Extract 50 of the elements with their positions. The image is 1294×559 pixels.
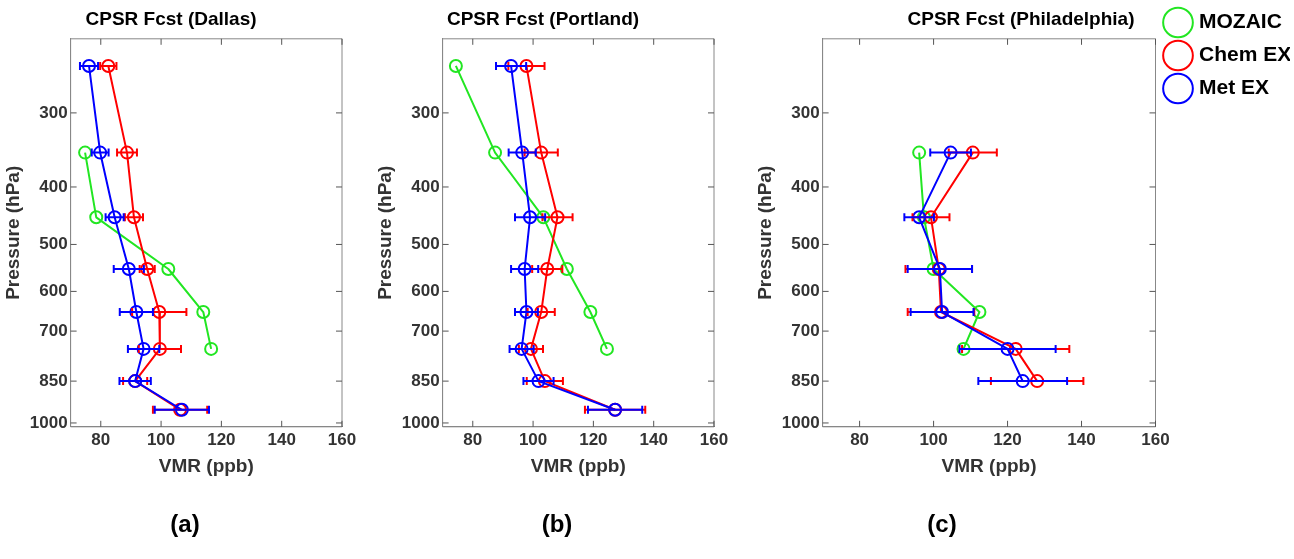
- y-tick-label: 600: [39, 281, 68, 301]
- y-tick-label: 700: [411, 320, 440, 340]
- x-axis-title: VMR (ppb): [530, 454, 626, 476]
- x-tick-label: 120: [207, 429, 236, 449]
- x-axis-title: VMR (ppb): [158, 454, 254, 476]
- y-axis-title: Pressure (hPa): [753, 165, 775, 300]
- chart-title: CPSR Fcst (Dallas): [85, 7, 257, 29]
- y-tick-label: 600: [411, 281, 440, 301]
- y-tick-label: 1000: [781, 412, 820, 432]
- y-tick-label: 400: [39, 176, 68, 196]
- text: (c): [926, 510, 958, 538]
- y-tick-label: 600: [791, 281, 820, 301]
- y-axis-title: Pressure (hPa): [373, 165, 395, 300]
- text: (a): [169, 510, 201, 538]
- y-tick-label: 700: [791, 320, 820, 340]
- y-tick-label: 850: [411, 370, 440, 390]
- x-tick-label: 140: [267, 429, 296, 449]
- y-tick-label: 1000: [401, 412, 440, 432]
- y-tick-label: 300: [39, 102, 68, 122]
- y-tick-label: 400: [791, 176, 820, 196]
- x-tick-label: 100: [518, 429, 548, 449]
- x-tick-label: 160: [327, 429, 357, 449]
- y-tick-label: 500: [39, 234, 68, 254]
- y-tick-label: 850: [39, 370, 68, 390]
- x-axis-title: VMR (ppb): [941, 454, 1037, 476]
- x-tick-label: 140: [639, 429, 668, 449]
- x-tick-label: 160: [1141, 429, 1170, 449]
- x-tick-label: 80: [463, 429, 483, 449]
- y-tick-label: 500: [411, 234, 440, 254]
- x-tick-label: 100: [919, 429, 948, 449]
- text: (b): [540, 510, 574, 538]
- x-tick-label: 80: [91, 429, 111, 449]
- x-tick-label: 120: [579, 429, 608, 449]
- chart-title: CPSR Fcst (Philadelphia): [907, 7, 1135, 29]
- x-tick-label: 140: [1067, 429, 1096, 449]
- x-tick-label: 80: [850, 429, 870, 449]
- y-tick-label: 400: [411, 176, 440, 196]
- y-tick-label: 1000: [29, 412, 68, 432]
- legend-label: MOZAIC: [1199, 9, 1282, 33]
- y-tick-label: 700: [39, 320, 68, 340]
- y-tick-label: 850: [791, 370, 820, 390]
- x-tick-label: 100: [146, 429, 176, 449]
- x-tick-label: 160: [699, 429, 729, 449]
- y-tick-label: 300: [411, 102, 440, 122]
- x-tick-label: 120: [993, 429, 1022, 449]
- y-tick-label: 500: [791, 234, 820, 254]
- chart-title: CPSR Fcst (Portland): [446, 7, 640, 29]
- y-tick-label: 300: [791, 102, 820, 122]
- y-axis-title: Pressure (hPa): [1, 165, 23, 300]
- legend-label: Met EX: [1199, 75, 1270, 99]
